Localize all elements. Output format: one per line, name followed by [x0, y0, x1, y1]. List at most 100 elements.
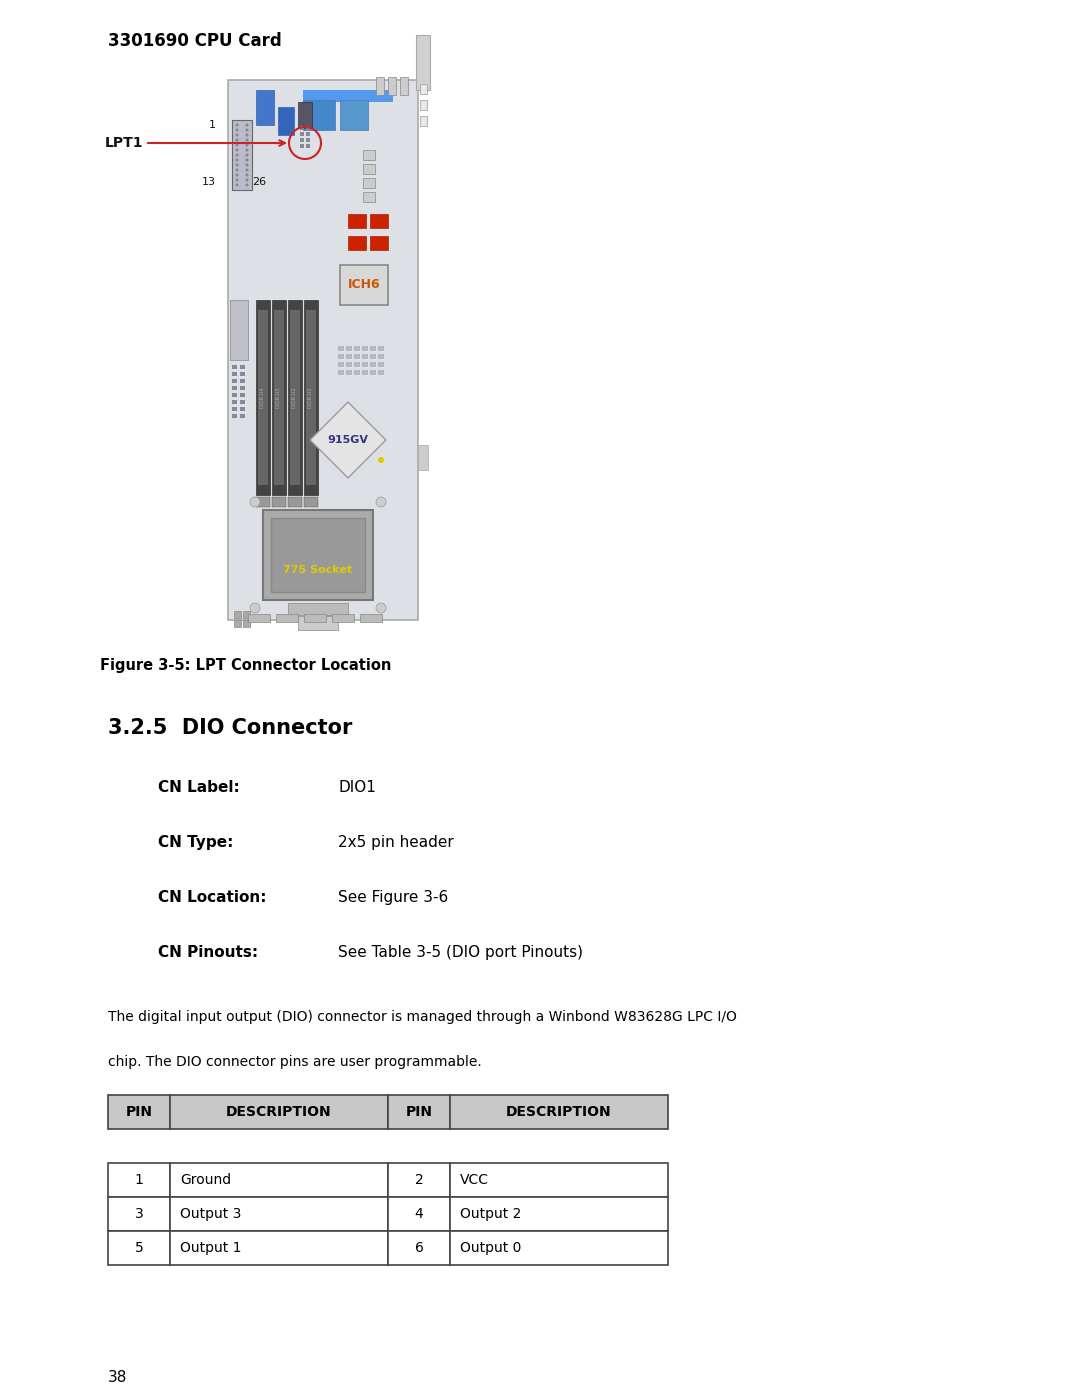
Bar — [303, 89, 393, 102]
Bar — [362, 370, 368, 374]
Bar — [243, 610, 249, 617]
Bar — [232, 372, 237, 376]
Text: 38: 38 — [108, 1370, 127, 1384]
Circle shape — [245, 173, 248, 176]
Circle shape — [235, 154, 239, 156]
Bar — [232, 393, 237, 397]
Bar — [370, 214, 388, 228]
Bar — [230, 300, 248, 360]
Bar — [450, 1231, 669, 1266]
Bar — [240, 393, 245, 397]
Bar — [303, 497, 318, 507]
Bar — [108, 1095, 170, 1129]
Bar — [300, 131, 303, 136]
Bar — [346, 346, 352, 351]
Bar — [248, 615, 270, 622]
Bar — [378, 353, 384, 359]
Bar — [346, 370, 352, 374]
Bar — [240, 365, 245, 369]
Text: The digital input output (DIO) connector is managed through a Winbond W83628G LP: The digital input output (DIO) connector… — [108, 1010, 737, 1024]
Bar — [420, 101, 427, 110]
Text: DDR II3: DDR II3 — [276, 387, 282, 408]
Bar — [278, 108, 294, 136]
Circle shape — [245, 154, 248, 156]
Bar — [363, 191, 375, 203]
Bar — [108, 1197, 170, 1231]
Bar — [338, 353, 345, 359]
Bar — [306, 144, 310, 148]
Bar — [450, 1197, 669, 1231]
Circle shape — [245, 138, 248, 141]
Text: DESCRIPTION: DESCRIPTION — [226, 1105, 332, 1119]
Bar — [388, 1095, 450, 1129]
Bar — [303, 300, 318, 495]
Text: See Table 3-5 (DIO port Pinouts): See Table 3-5 (DIO port Pinouts) — [338, 944, 583, 960]
Text: ICH6: ICH6 — [348, 278, 380, 292]
Circle shape — [245, 179, 248, 182]
Bar — [338, 346, 345, 351]
Circle shape — [235, 179, 239, 182]
Bar — [363, 163, 375, 175]
Text: 4: 4 — [415, 1207, 423, 1221]
Bar — [306, 131, 310, 136]
Text: 3301690 CPU Card: 3301690 CPU Card — [108, 32, 282, 50]
Bar — [378, 362, 384, 367]
Circle shape — [235, 129, 239, 131]
Text: 915GV: 915GV — [327, 434, 368, 446]
Text: 3: 3 — [135, 1207, 144, 1221]
Bar — [234, 610, 241, 617]
Bar — [354, 370, 360, 374]
Bar — [300, 126, 303, 130]
Bar — [418, 446, 428, 469]
Bar — [370, 362, 376, 367]
Bar — [348, 214, 366, 228]
Circle shape — [245, 163, 248, 166]
Circle shape — [249, 497, 260, 507]
Bar — [291, 310, 300, 485]
Bar — [240, 379, 245, 383]
Circle shape — [376, 604, 386, 613]
Text: Figure 3-5: LPT Connector Location: Figure 3-5: LPT Connector Location — [100, 658, 392, 673]
Bar — [306, 310, 316, 485]
Bar — [360, 615, 382, 622]
Circle shape — [235, 169, 239, 172]
Circle shape — [235, 158, 239, 162]
Bar — [378, 370, 384, 374]
Bar — [234, 620, 241, 627]
Bar — [228, 80, 418, 620]
Bar — [264, 510, 373, 599]
Text: Output 1: Output 1 — [180, 1241, 242, 1255]
Text: VCC: VCC — [460, 1173, 489, 1187]
Text: DESCRIPTION: DESCRIPTION — [507, 1105, 611, 1119]
Bar — [346, 362, 352, 367]
Bar — [370, 353, 376, 359]
Text: 6: 6 — [415, 1241, 423, 1255]
Text: Ground: Ground — [180, 1173, 231, 1187]
Bar — [338, 362, 345, 367]
Text: 2x5 pin header: 2x5 pin header — [338, 835, 454, 849]
Bar — [272, 300, 286, 495]
Bar — [338, 370, 345, 374]
Bar — [376, 77, 384, 95]
Bar — [306, 138, 310, 142]
Circle shape — [245, 183, 248, 187]
Bar — [420, 116, 427, 126]
Bar — [340, 101, 368, 130]
Bar — [388, 1162, 450, 1197]
Bar — [288, 604, 348, 615]
Circle shape — [235, 134, 239, 137]
Bar — [300, 138, 303, 142]
Text: 26: 26 — [252, 177, 266, 187]
Bar — [303, 101, 335, 130]
Circle shape — [235, 183, 239, 187]
Bar — [298, 616, 338, 630]
Bar — [303, 615, 326, 622]
Bar — [288, 300, 302, 495]
Bar — [362, 362, 368, 367]
Bar — [362, 346, 368, 351]
Bar — [276, 615, 298, 622]
Text: 2: 2 — [415, 1173, 423, 1187]
Circle shape — [235, 163, 239, 166]
Bar — [274, 310, 284, 485]
Text: 1: 1 — [135, 1173, 144, 1187]
